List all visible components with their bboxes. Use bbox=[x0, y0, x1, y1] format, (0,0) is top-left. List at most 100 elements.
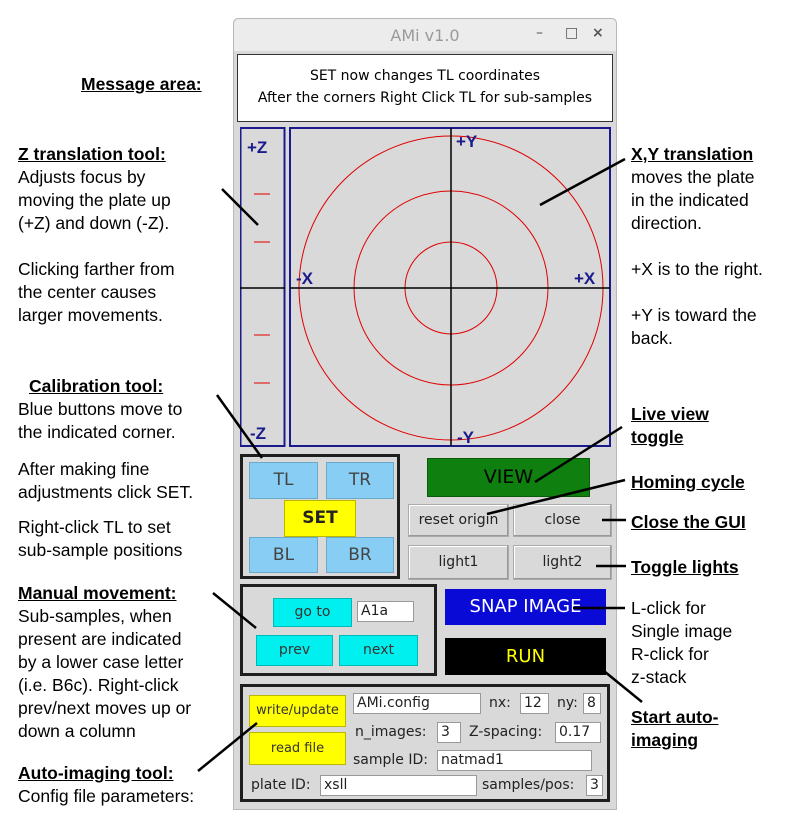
annotation-xy-text: direction. bbox=[631, 213, 703, 233]
annotation-live-title: toggle bbox=[631, 427, 684, 447]
annotation-manual-text: prev/next moves up or bbox=[18, 698, 192, 718]
z-spacing-label: Z-spacing: bbox=[469, 724, 543, 740]
annotation-snap-text: Single image bbox=[631, 621, 733, 641]
run-button[interactable]: RUN bbox=[445, 638, 606, 675]
arrow-line bbox=[534, 425, 623, 484]
manual-movement-frame bbox=[240, 584, 437, 676]
ny-field[interactable]: 8 bbox=[583, 693, 601, 714]
annotation-calib-text: Blue buttons move to bbox=[18, 399, 183, 419]
annotation-xy-text: +Y is toward the bbox=[631, 305, 757, 325]
annotation-close-title: Close the GUI bbox=[631, 512, 746, 532]
annotation-auto-title: Auto-imaging tool: bbox=[18, 763, 174, 783]
z-translation-tool[interactable]: +Z -Z bbox=[240, 127, 286, 447]
y-minus-label: -Y bbox=[457, 428, 475, 447]
light1-button[interactable]: light1 bbox=[408, 545, 509, 580]
position-field[interactable]: A1a bbox=[357, 601, 414, 622]
calib-br-button[interactable]: BR bbox=[326, 537, 394, 573]
annotation-z-text: (+Z) and down (-Z). bbox=[18, 213, 170, 233]
movement-canvas: +Z -Z +Y -Y +X -X bbox=[240, 127, 611, 447]
sample-id-field[interactable]: natmad1 bbox=[437, 750, 592, 771]
nx-field[interactable]: 12 bbox=[520, 693, 549, 714]
annotation-xy-title: X,Y translation bbox=[631, 144, 754, 164]
annotation-xy-text: back. bbox=[631, 328, 673, 348]
x-plus-label: +X bbox=[574, 269, 596, 288]
xy-translation-tool[interactable]: +Y -Y +X -X bbox=[289, 127, 611, 447]
config-file-field[interactable]: AMi.config bbox=[353, 693, 481, 714]
calib-set-button[interactable]: SET bbox=[284, 500, 356, 537]
annotation-calib-text: Right-click TL to set bbox=[18, 517, 171, 537]
calib-tr-button[interactable]: TR bbox=[326, 462, 394, 499]
n-images-field[interactable]: 3 bbox=[437, 722, 461, 743]
arrow-line bbox=[539, 157, 626, 207]
annotation-live-title: Live view bbox=[631, 404, 709, 424]
annotation-start-title: Start auto- bbox=[631, 707, 719, 727]
auto-imaging-frame bbox=[240, 684, 610, 802]
reset-origin-button[interactable]: reset origin bbox=[408, 504, 509, 537]
annotation-z-text: Adjusts focus by bbox=[18, 167, 146, 187]
z-spacing-field[interactable]: 0.17 bbox=[555, 722, 601, 743]
annotation-z-text: moving the plate up bbox=[18, 190, 171, 210]
annotation-z-text: Clicking farther from bbox=[18, 259, 175, 279]
maximize-icon[interactable]: □ bbox=[565, 25, 579, 41]
sample-id-label: sample ID: bbox=[353, 752, 428, 768]
annotation-message-area: Message area: bbox=[81, 74, 202, 94]
annotation-start-title: imaging bbox=[631, 730, 699, 750]
annotation-calib-title: Calibration tool: bbox=[29, 376, 164, 396]
plate-id-field[interactable]: xsll bbox=[320, 775, 477, 796]
annotation-calib-text: adjustments click SET. bbox=[18, 482, 194, 502]
annotation-lights-title: Toggle lights bbox=[631, 557, 739, 577]
ny-label: ny: bbox=[557, 695, 578, 711]
annotation-calib-text: the indicated corner. bbox=[18, 422, 176, 442]
close-button[interactable]: close bbox=[513, 504, 612, 537]
message-area: SET now changes TL coordinates After the… bbox=[237, 54, 613, 122]
samples-pos-label: samples/pos: bbox=[482, 777, 575, 793]
prev-button[interactable]: prev bbox=[256, 635, 333, 666]
annotation-z-title: Z translation tool: bbox=[18, 144, 166, 164]
arrow-line bbox=[598, 666, 643, 703]
annotation-z-text: the center causes bbox=[18, 282, 157, 302]
annotation-manual-text: (i.e. B6c). Right-click bbox=[18, 675, 179, 695]
minimize-icon[interactable]: – bbox=[536, 25, 543, 41]
message-line: After the corners Right Click TL for sub… bbox=[257, 90, 593, 106]
read-file-button[interactable]: read file bbox=[249, 732, 346, 765]
annotation-auto-text: Config file parameters: bbox=[18, 786, 195, 806]
calib-tl-button[interactable]: TL bbox=[249, 462, 318, 499]
title-bar: AMi v1.0 – □ × bbox=[234, 19, 616, 51]
arrow-line bbox=[221, 188, 259, 226]
annotation-manual-text: down a column bbox=[18, 721, 136, 741]
write-update-button[interactable]: write/update bbox=[249, 695, 346, 727]
calib-bl-button[interactable]: BL bbox=[249, 537, 318, 573]
annotation-manual-title: Manual movement: bbox=[18, 583, 177, 603]
annotation-snap-text: R-click for bbox=[631, 644, 709, 664]
annotation-calib-text: After making fine bbox=[18, 459, 150, 479]
plate-id-label: plate ID: bbox=[251, 777, 311, 793]
annotation-xy-text: +X is to the right. bbox=[631, 259, 763, 279]
arrow-line bbox=[197, 722, 258, 772]
light2-button[interactable]: light2 bbox=[513, 545, 612, 580]
annotation-snap-text: z-stack bbox=[631, 667, 687, 687]
arrow-line bbox=[486, 478, 626, 516]
annotation-manual-text: Sub-samples, when bbox=[18, 606, 172, 626]
n-images-label: n_images: bbox=[355, 724, 427, 740]
annotation-snap-text: L-click for bbox=[631, 598, 706, 618]
window-title: AMi v1.0 bbox=[390, 26, 460, 45]
annotation-homing-title: Homing cycle bbox=[631, 472, 745, 492]
z-minus-label: -Z bbox=[250, 424, 266, 443]
samples-pos-field[interactable]: 3 bbox=[586, 775, 603, 796]
nx-label: nx: bbox=[489, 695, 511, 711]
close-window-icon[interactable]: × bbox=[592, 25, 604, 41]
annotation-manual-text: by a lower case letter bbox=[18, 652, 184, 672]
message-line: SET now changes TL coordinates bbox=[309, 68, 541, 84]
next-button[interactable]: next bbox=[339, 635, 418, 666]
arrow-line bbox=[215, 394, 264, 459]
annotation-xy-text: in the indicated bbox=[631, 190, 749, 210]
calibration-frame bbox=[240, 454, 400, 579]
annotation-calib-text: sub-sample positions bbox=[18, 540, 183, 560]
annotation-manual-text: present are indicated bbox=[18, 629, 182, 649]
arrow-line bbox=[212, 592, 257, 629]
z-plus-label: +Z bbox=[247, 138, 267, 157]
goto-button[interactable]: go to bbox=[273, 598, 352, 627]
y-plus-label: +Y bbox=[456, 132, 478, 151]
annotation-z-text: larger movements. bbox=[18, 305, 163, 325]
